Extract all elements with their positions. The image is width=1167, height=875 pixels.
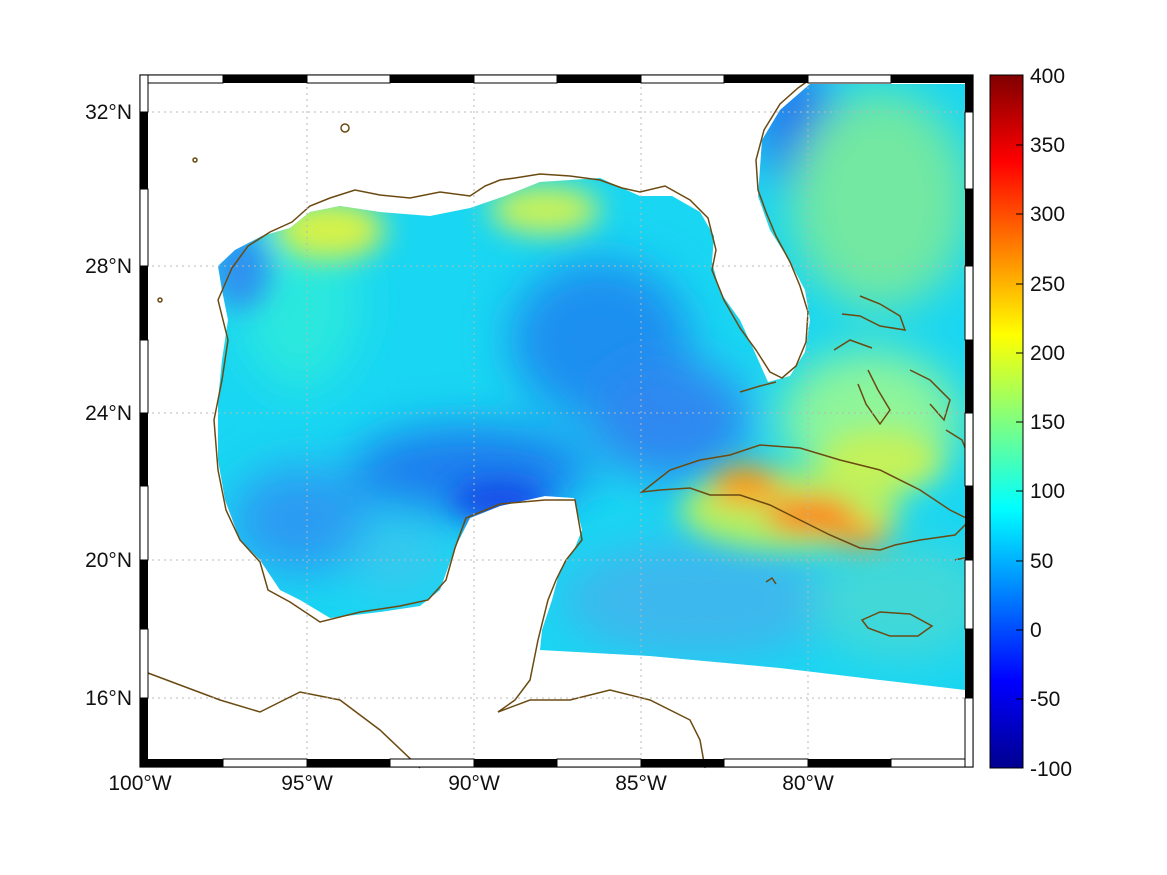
colorbar-tick-label: 250 [1030,273,1065,296]
colorbar-tick-label: 0 [1030,619,1042,642]
lon-label: 100°W [108,772,171,795]
colorbar-tick-label: 300 [1030,203,1065,226]
colorbar-tick-label: -100 [1030,758,1072,781]
lat-label: 20°N [85,549,132,572]
colorbar-tick-label: 200 [1030,342,1065,365]
colorbar-tick-label: 100 [1030,480,1065,503]
lat-label: 16°N [85,687,132,710]
lon-label: 85°W [615,772,667,795]
graticule [140,75,973,767]
map-frame [139,74,974,768]
lat-label: 28°N [85,255,132,278]
colorbar-tick-label: 50 [1030,550,1053,573]
colorbar-tick-label: 150 [1030,411,1065,434]
colorbar-tick-label: -50 [1030,688,1060,711]
lon-label: 80°W [782,772,834,795]
lon-label: 90°W [448,772,500,795]
colorbar-tick-label: 350 [1030,134,1065,157]
lat-label: 24°N [85,402,132,425]
colorbar-tick-label: 400 [1030,65,1065,88]
lon-labels: 100°W 95°W 90°W 85°W 80°W [108,772,834,795]
lon-label: 95°W [281,772,333,795]
lat-labels: 32°N 28°N 24°N 20°N 16°N [85,101,132,710]
data-field [218,84,965,690]
lat-label: 32°N [85,101,132,124]
coastline [139,75,974,769]
colorbar: 400 350 300 250 200 150 100 50 0 -50 -10… [989,65,1072,781]
